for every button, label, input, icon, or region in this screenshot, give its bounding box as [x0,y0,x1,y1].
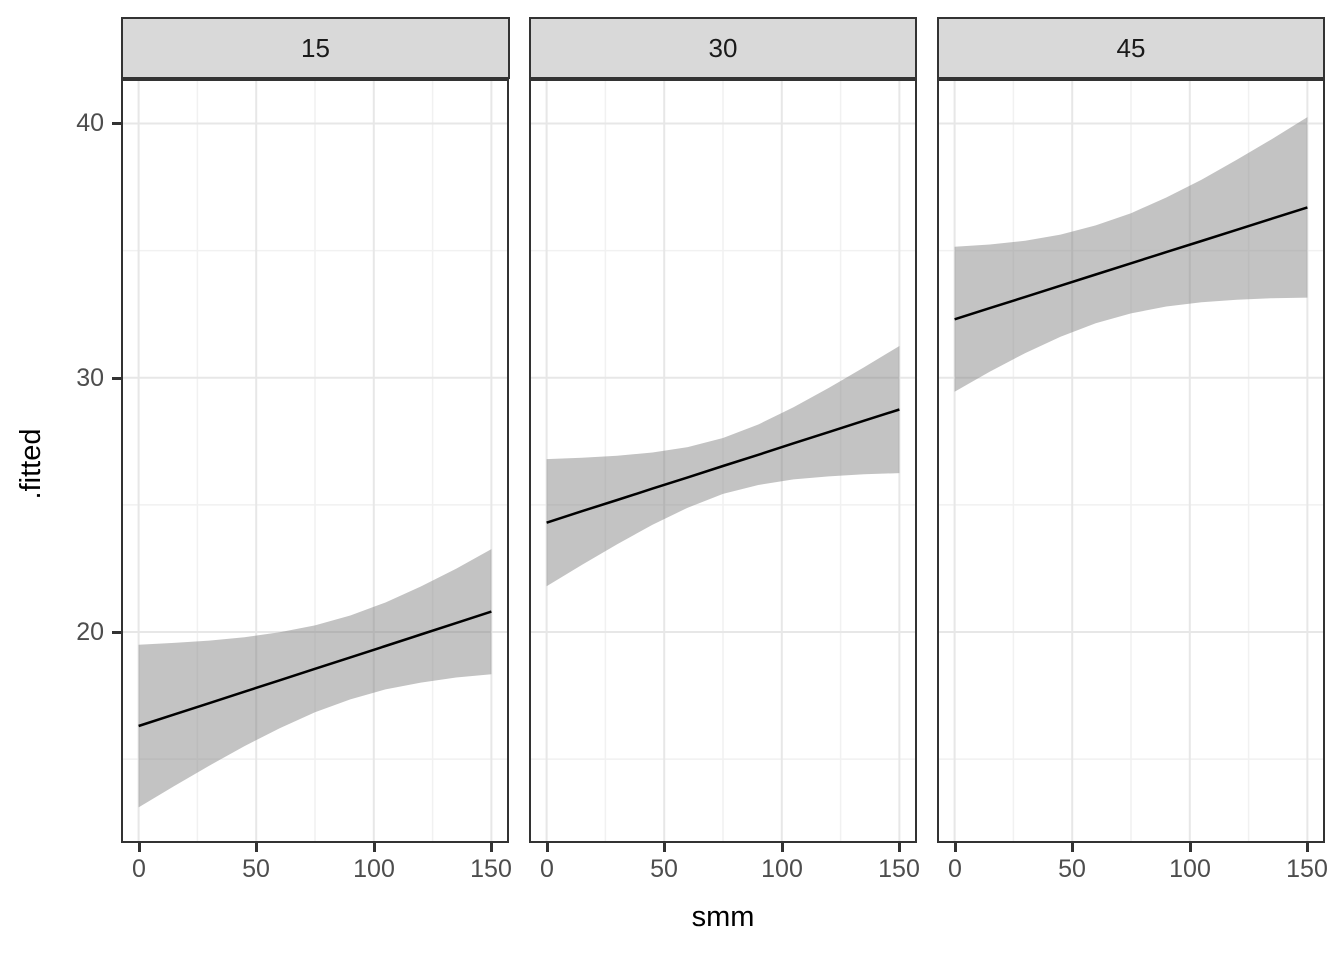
panel-border [121,79,509,843]
x-tick-label: 50 [242,855,270,883]
x-tick-label: 50 [1058,855,1086,883]
x-tick-mark [663,843,666,852]
x-tick-label: 0 [948,855,962,883]
facet-panel-2 [529,79,917,843]
facet-strip-label: 30 [708,32,738,63]
facet-strip-1: 15 [121,17,510,79]
x-tick-mark [546,843,549,852]
x-tick-mark [255,843,258,852]
x-tick-label: 150 [878,855,920,883]
x-axis-title: smm [691,901,755,933]
x-tick-label: 0 [132,855,146,883]
fitted-line [954,206,1308,321]
x-tick-mark [490,843,493,852]
x-tick-label: 0 [540,855,554,883]
fitted-line [138,610,492,728]
panel-border [937,79,1325,843]
x-tick-label: 100 [761,855,803,883]
y-tick-label: 20 [76,618,104,646]
x-tick-mark [138,843,141,852]
x-tick-label: 100 [1169,855,1211,883]
x-tick-mark [954,843,957,852]
facet-strip-label: 45 [1116,32,1146,63]
x-tick-mark [1306,843,1309,852]
y-tick-label: 30 [76,364,104,392]
y-tick-label: 40 [76,109,104,137]
x-tick-label: 150 [1286,855,1328,883]
facet-strip-3: 45 [937,17,1325,79]
panel-border [529,79,917,843]
x-tick-mark [898,843,901,852]
x-tick-mark [1189,843,1192,852]
confidence-ribbon [138,549,492,808]
x-tick-mark [1071,843,1074,852]
confidence-ribbon [954,117,1308,392]
facet-strip-2: 30 [529,17,917,79]
x-tick-label: 150 [470,855,512,883]
facet-strip-label: 15 [301,32,330,63]
x-tick-mark [373,843,376,852]
x-tick-label: 50 [650,855,678,883]
facet-panel-3 [937,79,1325,843]
x-tick-mark [781,843,784,852]
fitted-line [546,408,900,524]
x-tick-label: 100 [353,855,395,883]
y-tick-mark [112,122,121,125]
facet-panel-1 [121,79,509,843]
y-tick-mark [112,631,121,634]
y-tick-mark [112,377,121,380]
